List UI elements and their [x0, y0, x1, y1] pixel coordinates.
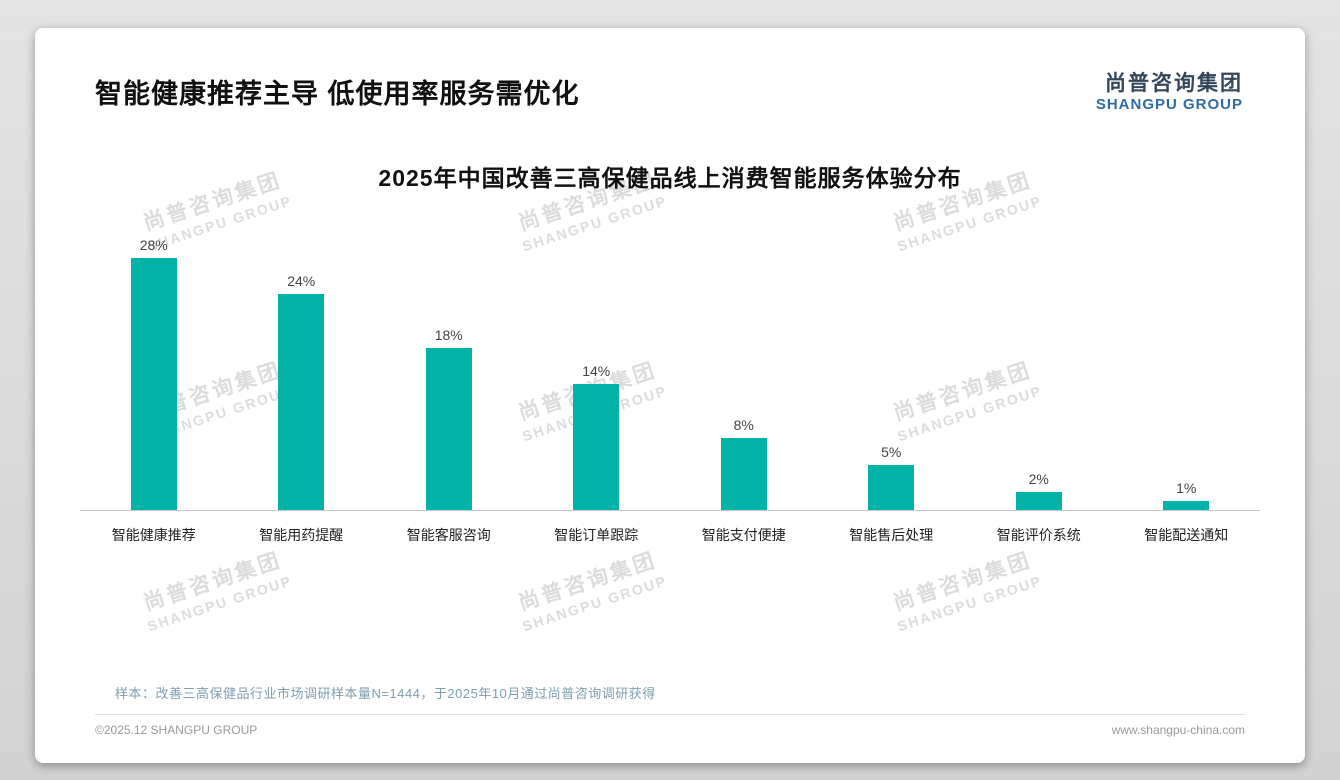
brand-logo-cn: 尚普咨询集团: [1105, 72, 1243, 95]
footer: ©2025.12 SHANGPU GROUP www.shangpu-china…: [35, 715, 1305, 737]
category-label: 智能售后处理: [849, 527, 934, 544]
bar-value-label: 24%: [287, 273, 316, 290]
brand-logo-en: SHANGPU GROUP: [1095, 96, 1243, 114]
bar: [130, 258, 177, 511]
category-label: 智能支付便捷: [701, 527, 786, 544]
bar-column: 1%: [1113, 480, 1261, 511]
bar: [278, 294, 325, 511]
category-label: 智能评价系统: [996, 527, 1081, 544]
bar-column: 5%: [818, 444, 966, 511]
website-url: www.shangpu-china.com: [1111, 723, 1245, 737]
bar: [573, 384, 620, 511]
category-axis: 智能健康推荐 智能用药提醒 智能客服咨询 智能订单跟踪 智能支付便捷 智能售后处理 智能评价…: [80, 525, 1260, 545]
footer-divider: [95, 714, 1245, 715]
copyright-text: ©2025.12 SHANGPU GROUP: [95, 723, 258, 737]
bar-chart: 28% 24% 18% 14% 8% 5% 2% 1% 智能健康推荐 智能用药提醒 智能客服咨询智…: [80, 223, 1260, 545]
chart-title: 2025年中国改善三高保健品线上消费智能服务体验分布: [378, 165, 962, 192]
header: 智能健康推荐主导 低使用率服务需优化 尚普咨询集团 SHANGPU GROUP: [35, 28, 1305, 113]
bar-value-label: 14%: [582, 363, 611, 380]
bar: [868, 465, 915, 511]
plot-area: 28% 24% 18% 14% 8% 5% 2% 1%: [80, 223, 1261, 512]
bar-value-label: 5%: [881, 444, 902, 461]
bar-value-label: 1%: [1176, 480, 1197, 497]
sample-note: 样本：改善三高保健品行业市场调研样本量N=1444，于2025年10月通过尚普咨…: [115, 686, 656, 701]
bar-column: 14%: [523, 363, 671, 511]
category-label: 智能订单跟踪: [554, 527, 639, 544]
bar-column: 24%: [228, 273, 376, 511]
bar-value-label: 28%: [139, 237, 168, 254]
bar: [1015, 492, 1062, 511]
category-label: 智能客服咨询: [406, 527, 491, 544]
category-label: 智能健康推荐: [111, 527, 196, 544]
bar-column: 28%: [80, 237, 228, 511]
bar: [1163, 501, 1210, 511]
bar-column: 2%: [965, 471, 1113, 511]
brand-logo: 尚普咨询集团 SHANGPU GROUP: [1096, 72, 1243, 113]
footer-area: 样本：改善三高保健品行业市场调研样本量N=1444，于2025年10月通过尚普咨…: [35, 683, 1305, 763]
bar: [425, 348, 472, 511]
category-label: 智能配送通知: [1144, 527, 1229, 544]
bar: [720, 438, 767, 511]
bar-value-label: 8%: [733, 417, 754, 434]
page-title: 智能健康推荐主导 低使用率服务需优化: [95, 79, 580, 109]
category-label: 智能用药提醒: [259, 527, 344, 544]
bar-column: 18%: [375, 327, 523, 511]
bar-column: 8%: [670, 417, 818, 511]
bar-value-label: 18%: [434, 327, 463, 344]
bar-value-label: 2%: [1028, 471, 1049, 488]
slide-card: 尚普咨询集团 SHANGPU GROUP 尚普咨询集团 SHANGPU GROUP 尚普…: [35, 28, 1305, 763]
